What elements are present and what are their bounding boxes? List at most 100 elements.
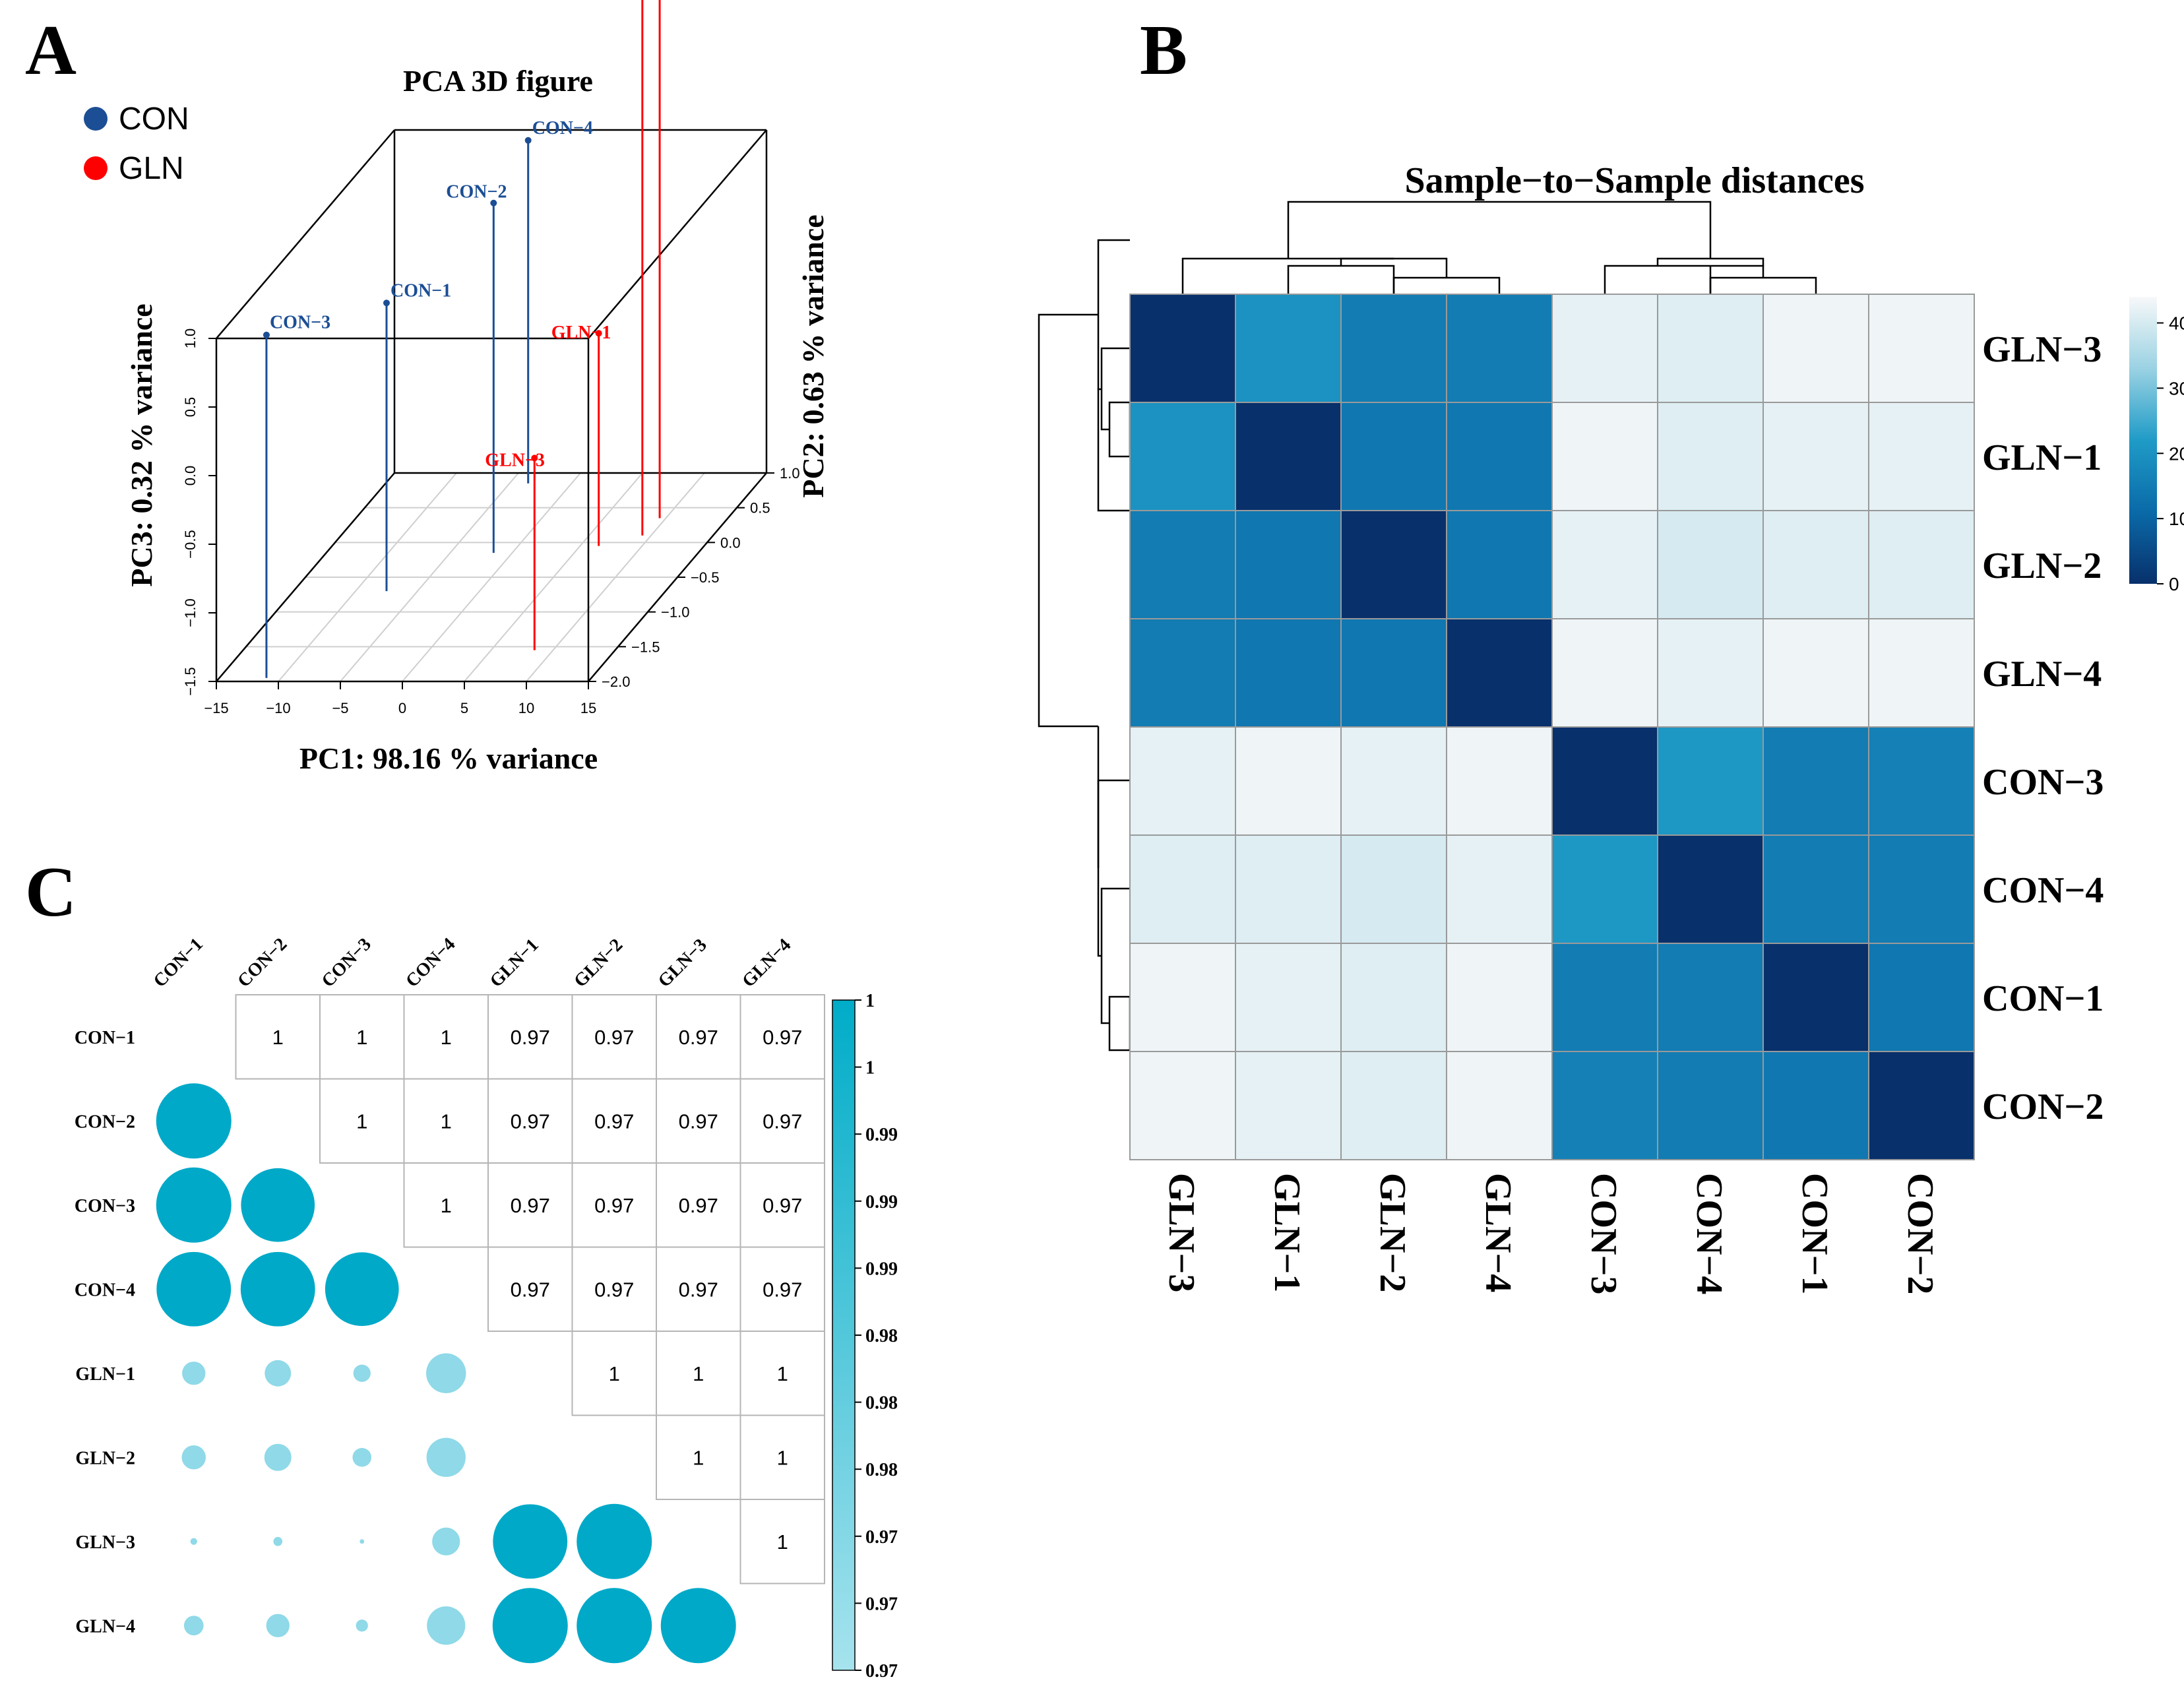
- heatmap-cell: [1446, 402, 1553, 511]
- heatmap-cell: [1551, 1051, 1658, 1160]
- heatmap-cell: [1657, 510, 1764, 619]
- corr-circle: [156, 1251, 232, 1327]
- heatmap-cell: [1129, 1051, 1236, 1160]
- heatmap-cell: [1763, 402, 1869, 511]
- dendrogram-branch: [1038, 313, 1098, 728]
- corr-value: 0.97: [511, 1026, 550, 1049]
- dendrogram-branch: [1100, 347, 1130, 431]
- heatmap-cell: [1868, 294, 1975, 403]
- pca-box-edge: [588, 129, 767, 339]
- corr-circle: [265, 1360, 292, 1387]
- pca-points: CON−3 CON−2 CON−1 CON−4 GLN−2 GLN−4 GLN−1 GLN−3: [263, 0, 661, 678]
- heatmap-col-label: GLN−4: [1478, 1173, 1518, 1292]
- heatmap-cell: [1551, 618, 1658, 728]
- panel-label-a: A: [25, 11, 77, 90]
- heatmap-row-label: CON−2: [1982, 1086, 2104, 1127]
- heatmap-col-label: CON−2: [1900, 1173, 1941, 1294]
- pca-point-marker: [531, 455, 538, 462]
- corr-cell: [319, 1078, 405, 1164]
- dendrogram-branch: [1097, 388, 1130, 512]
- corr-cell: [656, 1414, 741, 1500]
- heatmap-cell: [1446, 1051, 1553, 1160]
- pca-point-marker: [383, 299, 390, 307]
- distance-heatmap-panel: Sample−to−Sample distances GLN−3GLN−1GLN…: [1038, 160, 2184, 1294]
- corr-circle: [264, 1443, 292, 1471]
- pc2-tick-label: −1.5: [631, 639, 660, 655]
- heatmap-row-label: GLN−2: [1982, 546, 2102, 586]
- correlation-colorbar-ticks: 1 1 0.99 0.99 0.99 0.98 0.98 0.98 0.97 0.97 0.97: [855, 991, 898, 1681]
- pca-point-label: CON−3: [270, 313, 330, 333]
- pca-point-label: GLN−1: [551, 323, 611, 343]
- heatmap-cell: [1657, 834, 1764, 944]
- corr-colorbar-label: 0.97: [865, 1661, 898, 1681]
- corr-row-label: GLN−1: [75, 1364, 135, 1385]
- heatmap-cell: [1551, 834, 1658, 944]
- corr-circle: [241, 1168, 315, 1242]
- heatmap-cell: [1446, 943, 1553, 1052]
- pca-point-label: CON−4: [532, 118, 593, 139]
- heatmap-cell: [1657, 1051, 1764, 1160]
- heatmap-cell: [1763, 943, 1869, 1052]
- dendrogram-branch: [1656, 257, 1764, 266]
- legend-con-dot: [84, 107, 108, 131]
- pca-point-GLN−2: GLN−2: [658, 0, 661, 518]
- pc2-tick-label: −2.0: [602, 674, 630, 690]
- heatmap-cell: [1446, 510, 1553, 619]
- corr-circle: [181, 1445, 206, 1470]
- heatmap-cell: [1129, 294, 1236, 403]
- heatmap-labels: GLN−3 GLN−1 GLN−2 GLN−4 CON−3 CON−4 CON−1 CON−2…: [1161, 329, 2104, 1294]
- pca-box-edge: [216, 472, 395, 682]
- heatmap-row-label: CON−4: [1982, 870, 2104, 911]
- pca-point-GLN−3: GLN−3: [485, 450, 545, 650]
- pca-point-GLN−1: GLN−1: [551, 323, 611, 546]
- corr-circle: [183, 1616, 204, 1636]
- pca-point-marker: [490, 199, 497, 206]
- heatmap-cell: [1657, 294, 1764, 403]
- heatmap-colorbar-label: 0: [2169, 574, 2179, 594]
- heatmap-colorbar-label: 30: [2169, 378, 2184, 398]
- corr-circle: [492, 1588, 568, 1664]
- heatmap-cell: [1657, 726, 1764, 836]
- heatmap-cell: [1868, 834, 1975, 944]
- heatmap-cell: [1446, 294, 1553, 403]
- pc2-tick-label: −0.5: [691, 569, 719, 586]
- corr-col-label: CON−1: [150, 934, 207, 991]
- heatmap-cell: [1551, 294, 1658, 403]
- pc1-tick-label: −15: [204, 700, 228, 716]
- dendrogram-branch: [1097, 779, 1130, 957]
- heatmap-col-label: GLN−3: [1161, 1173, 1202, 1292]
- correlation-colorbar: [832, 999, 856, 1671]
- pc2-tick-label: 0.5: [750, 500, 770, 517]
- correlation-panel: 1 1 1 0.97 0.97 0.97 0.97 1 1 0.97 0.97 0.97 0.97 1 0.…: [75, 934, 898, 1681]
- heatmap-cell: [1763, 294, 1869, 403]
- heatmap-col-label: GLN−2: [1372, 1173, 1413, 1292]
- dendrogram-branch: [1097, 239, 1130, 389]
- corr-value: 0.97: [763, 1194, 802, 1217]
- pca-point-CON−4: CON−4: [524, 118, 593, 484]
- corr-value: 0.97: [763, 1026, 802, 1049]
- corr-value: 1: [441, 1194, 452, 1217]
- corr-value: 0.97: [679, 1026, 718, 1049]
- heatmap-col-label: CON−1: [1794, 1173, 1835, 1294]
- heatmap-col-label: GLN−1: [1266, 1173, 1307, 1292]
- corr-colorbar-label: 1: [865, 1058, 875, 1079]
- heatmap-cell: [1657, 618, 1764, 728]
- corr-value: 0.97: [511, 1278, 550, 1301]
- corr-circle: [660, 1588, 736, 1664]
- corr-col-label: GLN−3: [654, 935, 711, 991]
- pc3-tick-label: 0.0: [182, 466, 199, 486]
- corr-col-label: GLN−2: [570, 935, 627, 991]
- corr-value: 1: [693, 1362, 704, 1385]
- corr-value: 1: [272, 1026, 284, 1049]
- pc1-tick-label: 10: [518, 700, 534, 716]
- heatmap-row-label: GLN−3: [1982, 329, 2102, 370]
- corr-circle: [577, 1503, 652, 1579]
- pca-point-marker: [595, 330, 602, 337]
- heatmap-cell: [1129, 402, 1236, 511]
- corr-value: 1: [693, 1446, 704, 1469]
- corr-circle: [427, 1606, 466, 1645]
- corr-circle: [352, 1448, 371, 1467]
- heatmap-cell: [1235, 618, 1342, 728]
- pca-ticks: −15 −10 −5 0 5 10 15 −1.5 −1.0 −0.5 0.0 0.5 1.0 −2.0 −…: [182, 329, 800, 716]
- corr-cell: [739, 1331, 825, 1416]
